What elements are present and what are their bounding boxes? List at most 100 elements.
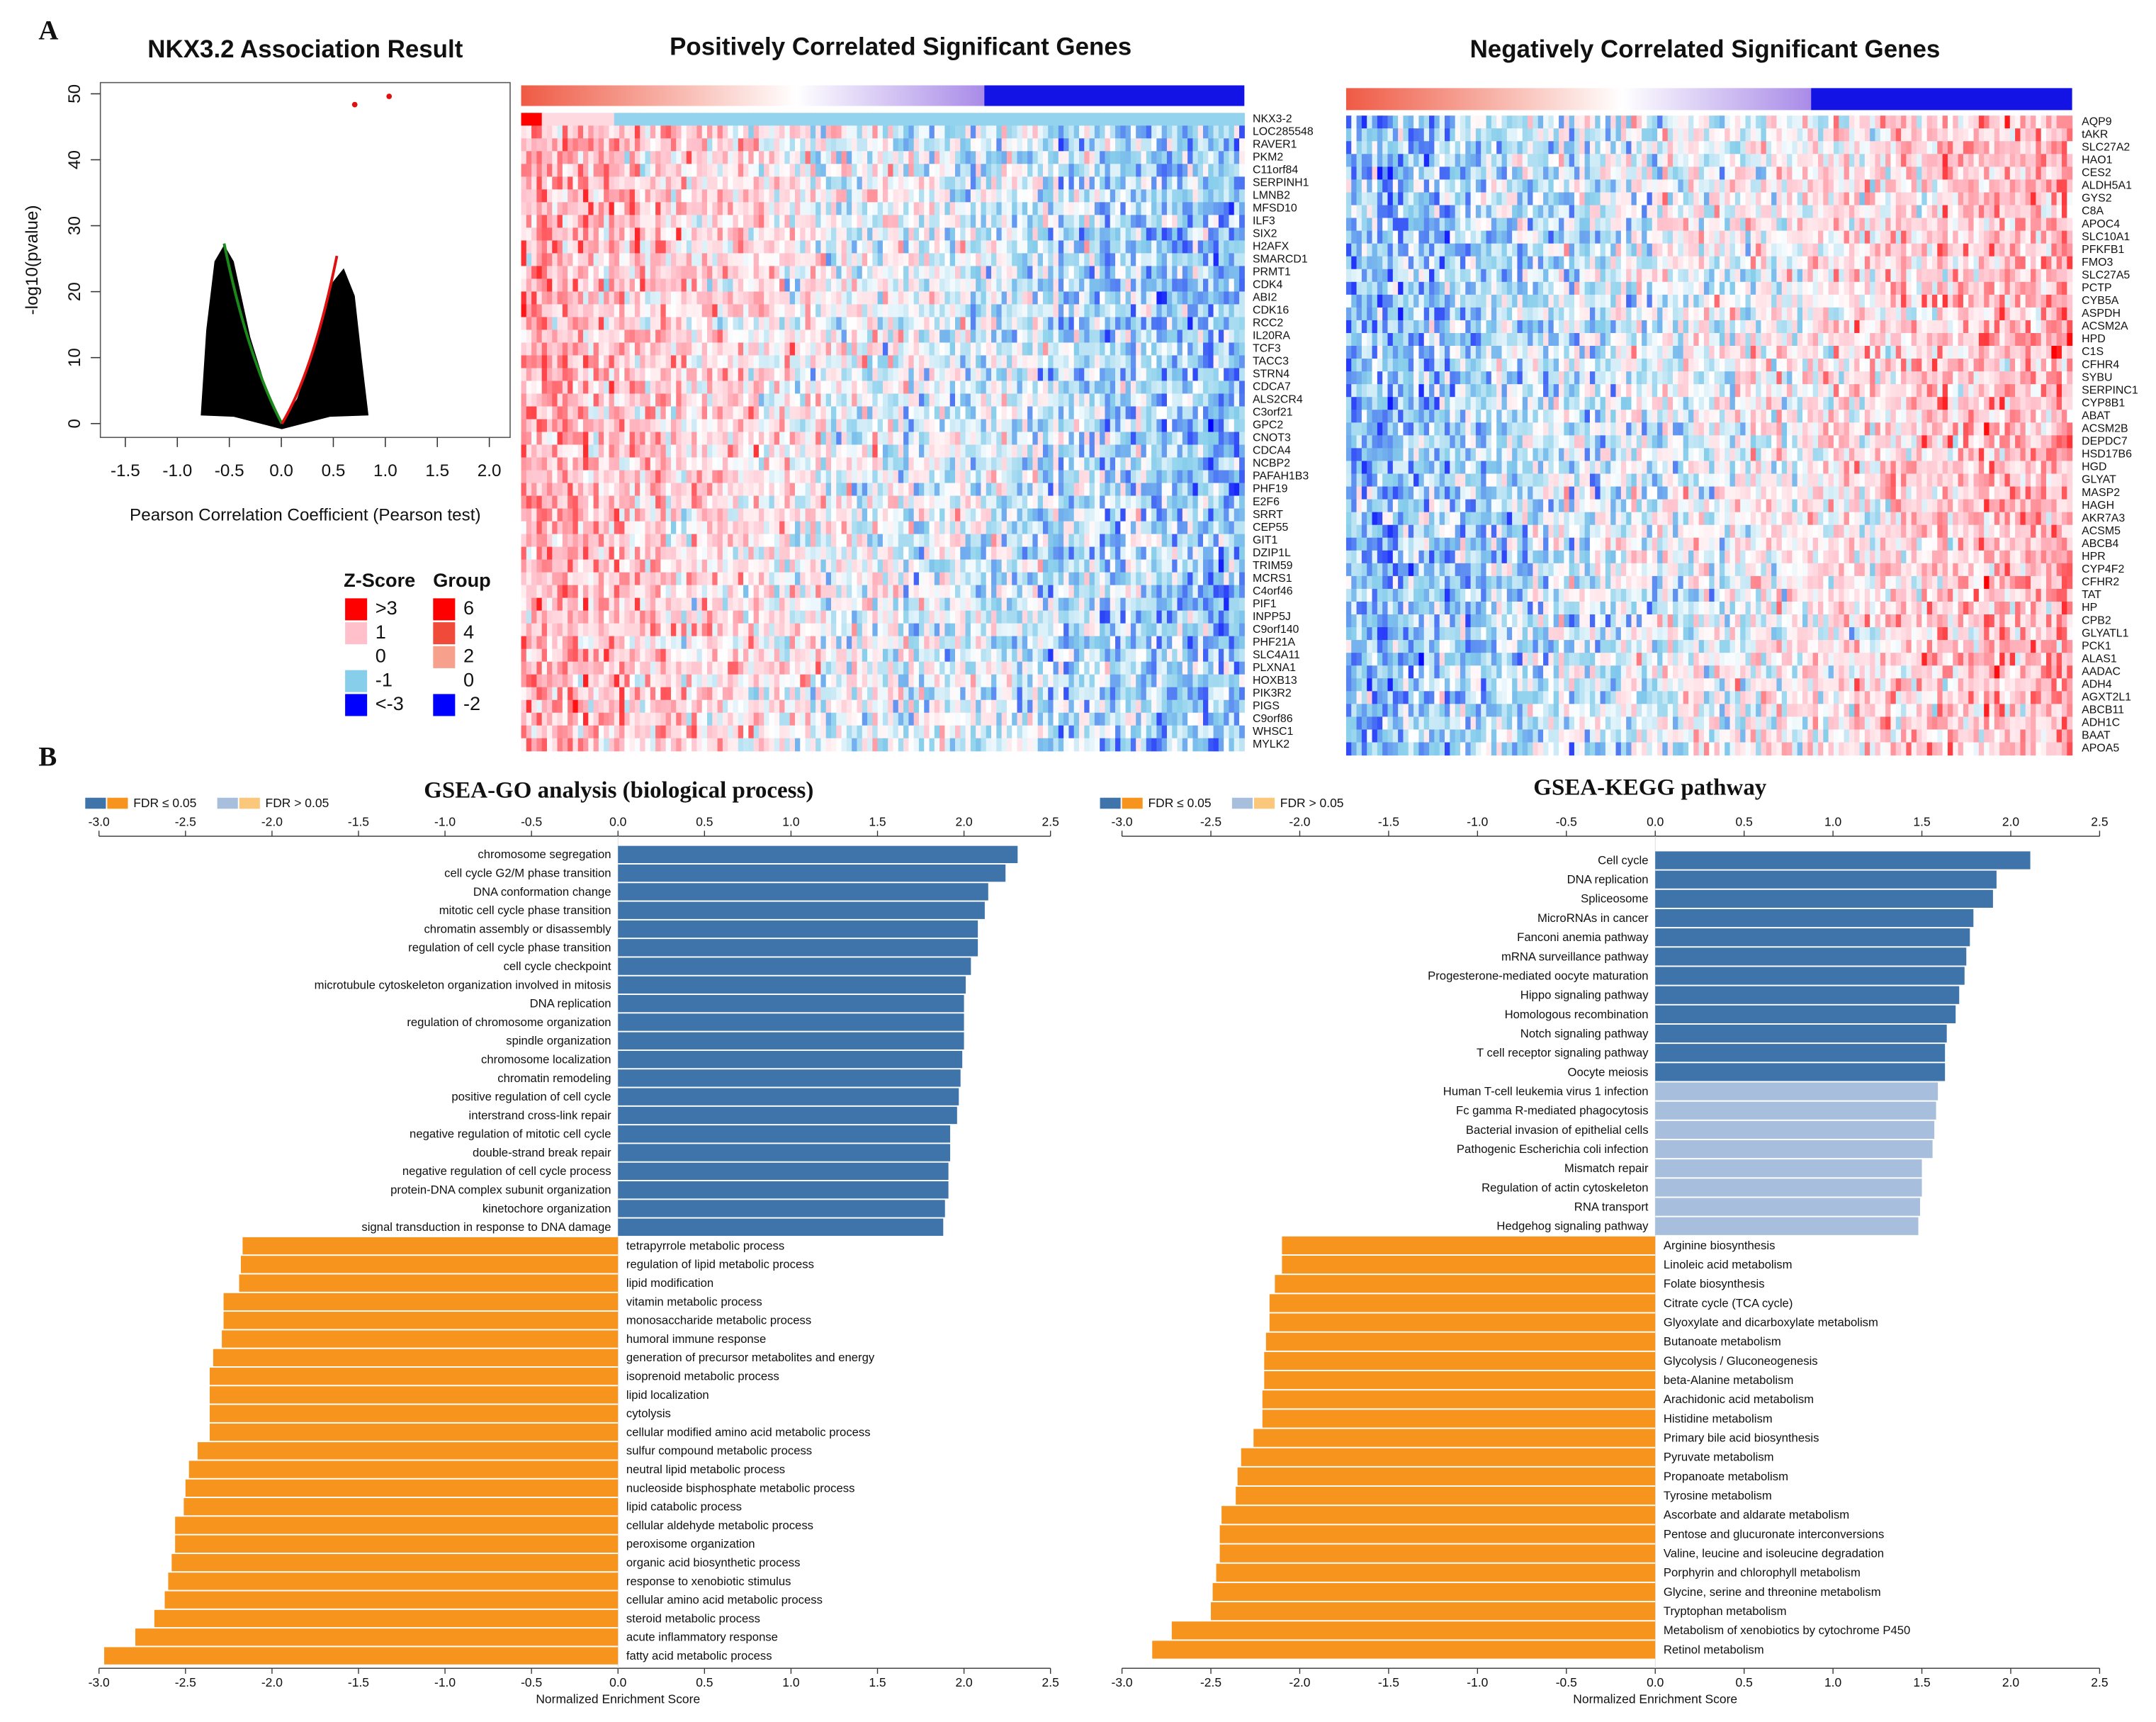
heatmap-cell	[898, 189, 904, 203]
heatmap-cell	[692, 113, 698, 126]
heatmap-cell	[629, 253, 636, 266]
heatmap-cell	[913, 355, 920, 369]
heatmap-cell	[924, 151, 930, 164]
heatmap-cell	[665, 483, 672, 497]
heatmap-cell	[1141, 508, 1147, 522]
heatmap-cell	[820, 215, 827, 228]
heatmap-cell	[557, 419, 563, 433]
heatmap-cell	[1032, 253, 1039, 266]
heatmap-cell	[1229, 227, 1235, 241]
heatmap-cell	[820, 457, 827, 471]
heatmap-cell	[686, 330, 692, 344]
heatmap-cell	[805, 457, 811, 471]
heatmap-cell	[655, 125, 661, 139]
heatmap-cell	[888, 457, 894, 471]
heatmap-cell	[769, 215, 775, 228]
heatmap-cell	[1202, 406, 1209, 420]
heatmap-cell	[572, 253, 579, 266]
heatmap-cell	[650, 534, 656, 548]
heatmap-cell	[1146, 508, 1152, 522]
heatmap-cell	[1161, 138, 1168, 152]
heatmap-cell	[676, 164, 682, 177]
heatmap-cell	[1063, 113, 1069, 126]
heatmap-cell	[815, 342, 822, 356]
heatmap-cell	[655, 534, 661, 548]
heatmap-cell	[1213, 444, 1219, 458]
heatmap-cell	[815, 176, 822, 190]
heatmap-cell	[557, 304, 563, 318]
heatmap-cell	[1037, 355, 1044, 369]
heatmap-cell	[1006, 215, 1012, 228]
heatmap-cell	[1141, 125, 1147, 139]
heatmap-cell	[1130, 138, 1136, 152]
heatmap-cell	[1042, 457, 1049, 471]
heatmap-cell	[634, 508, 640, 522]
heatmap-cell	[1100, 432, 1106, 446]
heatmap-cell	[976, 291, 982, 305]
heatmap-cell	[1032, 113, 1039, 126]
heatmap-cell	[867, 534, 873, 548]
heatmap-cell	[877, 253, 884, 266]
heatmap-cell	[965, 113, 971, 126]
heatmap-cell	[1094, 470, 1100, 484]
heatmap-cell	[1202, 113, 1209, 126]
heatmap-cell	[712, 534, 718, 548]
heatmap-cell	[986, 227, 992, 241]
heatmap-cell	[712, 483, 718, 497]
heatmap-cell	[598, 444, 604, 458]
heatmap-cell	[981, 202, 987, 215]
heatmap-cell	[955, 253, 961, 266]
heatmap-cell	[681, 113, 687, 126]
heatmap-cell	[996, 483, 1003, 497]
heatmap-cell	[1130, 202, 1136, 215]
heatmap-cell	[1073, 393, 1080, 407]
heatmap-cell	[743, 176, 749, 190]
heatmap-cell	[976, 215, 982, 228]
heatmap-cell	[650, 508, 656, 522]
heatmap-cell	[707, 355, 713, 369]
heatmap-cell	[1234, 546, 1240, 561]
heatmap-cell	[872, 278, 879, 292]
heatmap-cell	[1177, 266, 1183, 279]
heatmap-cell	[1229, 330, 1235, 344]
heatmap-cell	[526, 419, 532, 433]
heatmap-cell	[1161, 495, 1168, 510]
heatmap-cell	[1084, 113, 1090, 126]
heatmap-cell	[918, 304, 925, 318]
heatmap-cell	[774, 176, 780, 190]
heatmap-cell	[1172, 470, 1178, 484]
heatmap-cell	[1239, 138, 1245, 152]
heatmap-cell	[634, 176, 640, 190]
heatmap-cell	[572, 495, 579, 510]
heatmap-cell	[1141, 113, 1147, 126]
heatmap-cell	[604, 381, 610, 395]
heatmap-cell	[1202, 432, 1209, 446]
heatmap-cell	[593, 138, 599, 152]
heatmap-cell	[1042, 240, 1049, 254]
heatmap-cell	[624, 483, 631, 497]
heatmap-cell	[1110, 444, 1116, 458]
heatmap-cell	[1058, 342, 1064, 356]
heatmap-cell	[846, 432, 852, 446]
heatmap-cell	[541, 444, 548, 458]
heatmap-cell	[965, 240, 971, 254]
heatmap-cell	[717, 164, 723, 177]
heatmap-cell	[1037, 508, 1044, 522]
heatmap-cell	[738, 342, 744, 356]
heatmap-cell	[1125, 113, 1131, 126]
heatmap-cell	[1202, 483, 1209, 497]
heatmap-cell	[784, 164, 791, 177]
heatmap-cell	[583, 278, 589, 292]
heatmap-cell	[634, 202, 640, 215]
heatmap-cell	[831, 406, 837, 420]
heatmap-cell	[1006, 240, 1012, 254]
heatmap-cell	[779, 457, 785, 471]
heatmap-cell	[1161, 470, 1168, 484]
heatmap-cell	[1161, 483, 1168, 497]
heatmap-cell	[1027, 227, 1033, 241]
heatmap-cell	[1202, 317, 1209, 331]
heatmap-cell	[805, 278, 811, 292]
heatmap-cell	[650, 113, 656, 126]
heatmap-cell	[857, 457, 863, 471]
heatmap-cell	[1048, 330, 1054, 344]
